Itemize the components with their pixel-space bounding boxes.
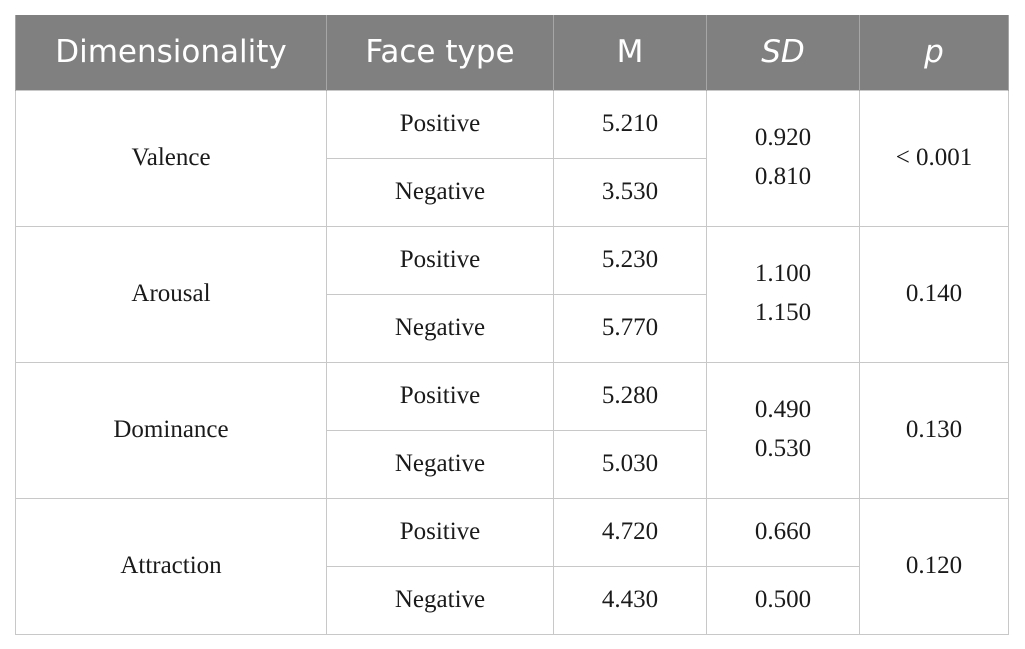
results-table: Dimensionality Face type M SD p Valence …: [15, 15, 1009, 635]
face-type-cell: Positive: [326, 361, 554, 431]
dimension-cell: Valence: [15, 89, 327, 227]
p-value-cell: 0.130: [859, 361, 1009, 499]
sd-cell: 0.490 0.530: [706, 361, 860, 499]
dimension-cell: Dominance: [15, 361, 327, 499]
sd-value: 0.920: [754, 124, 812, 152]
sd-value: 1.150: [754, 299, 812, 326]
sd-cell: 0.920 0.810: [706, 89, 860, 227]
table-row: Arousal Positive 5.230 1.100 1.150 0.140: [15, 225, 1009, 363]
mean-cell: 5.210: [553, 89, 707, 159]
table-row: Negative 5.030: [16, 429, 1009, 499]
table-row: Attraction Positive 4.720 0.660 0.120: [15, 497, 1009, 635]
p-value-cell: 0.120: [859, 497, 1009, 635]
sd-value: 0.530: [754, 435, 812, 462]
header-p: p: [859, 15, 1009, 90]
mean-cell: 5.230: [553, 225, 707, 295]
header-row: Dimensionality Face type M SD p: [15, 15, 1009, 90]
face-type-cell: Positive: [326, 225, 554, 295]
mean-cell: 4.430: [553, 565, 707, 635]
face-type-cell: Positive: [326, 89, 554, 159]
table-body: Valence Positive 5.210 0.920 0.810 < 0.0…: [15, 89, 1009, 635]
table-row: Valence Positive 5.210 0.920 0.810 < 0.0…: [15, 89, 1009, 227]
mean-cell: 5.770: [553, 293, 707, 363]
face-type-cell: Negative: [326, 429, 554, 499]
p-value-cell: 0.140: [859, 225, 1009, 363]
sd-value: 1.100: [754, 260, 812, 288]
face-type-cell: Negative: [326, 293, 554, 363]
face-type-cell: Negative: [326, 157, 554, 227]
mean-cell: 5.280: [553, 361, 707, 431]
header-m: M: [553, 15, 707, 90]
sd-cell: 0.660: [706, 497, 860, 567]
table-row: Dominance Positive 5.280 0.490 0.530 0.1…: [15, 361, 1009, 499]
header-face-type: Face type: [326, 15, 554, 90]
mean-cell: 3.530: [553, 157, 707, 227]
face-type-cell: Negative: [326, 565, 554, 635]
header-sd: SD: [706, 15, 860, 90]
table-row: Negative 3.530: [16, 157, 1009, 227]
sd-cell: 0.500: [706, 565, 860, 635]
sd-cell: 1.100 1.150: [706, 225, 860, 363]
dimension-cell: Attraction: [15, 497, 327, 635]
table-row: Negative 4.430 0.500: [16, 565, 1009, 635]
mean-cell: 4.720: [553, 497, 707, 567]
sd-value: 0.810: [754, 163, 812, 190]
header-dimensionality: Dimensionality: [15, 15, 327, 90]
face-type-cell: Positive: [326, 497, 554, 567]
p-value-cell: < 0.001: [859, 89, 1009, 227]
dimension-cell: Arousal: [15, 225, 327, 363]
mean-cell: 5.030: [553, 429, 707, 499]
table-header: Dimensionality Face type M SD p: [15, 15, 1009, 90]
sd-value: 0.490: [754, 396, 812, 424]
